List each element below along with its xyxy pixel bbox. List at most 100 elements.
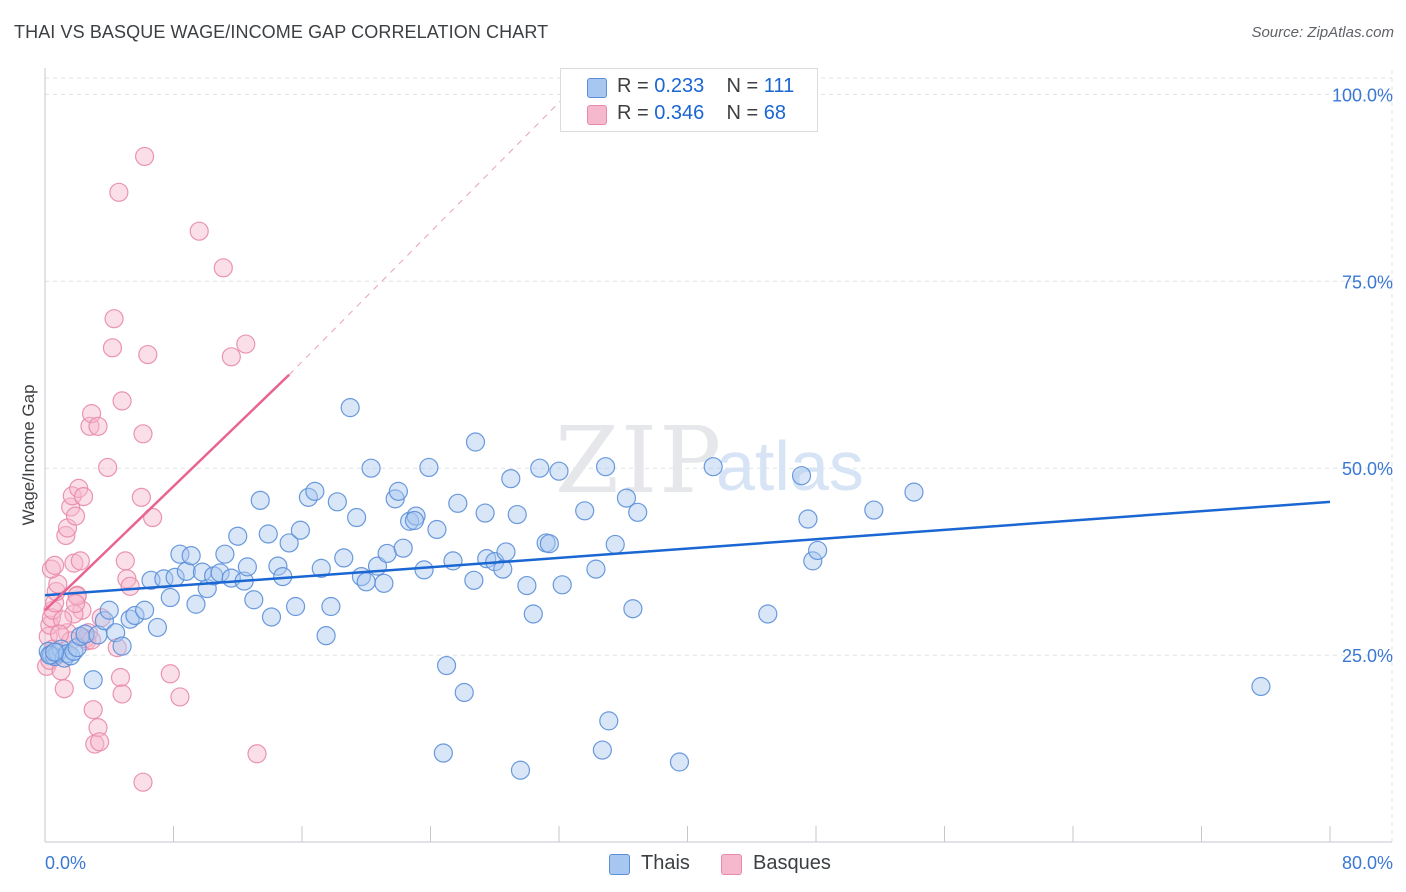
thais-point — [669, 752, 690, 772]
thais-point — [427, 519, 447, 540]
thais-point — [160, 587, 180, 608]
axis-layer — [44, 68, 1392, 843]
thais-points — [38, 398, 1271, 780]
basques-point — [236, 334, 256, 354]
basques-point — [112, 684, 132, 704]
basques-point — [54, 679, 74, 699]
basques-point — [247, 744, 267, 764]
thais-point — [1251, 676, 1271, 697]
label-layer: 25.0% 50.0% 75.0% 100.0% 0.0% 80.0% — [45, 85, 1393, 873]
thais-point — [388, 481, 408, 501]
thais-point — [507, 504, 527, 525]
thais-point — [586, 559, 606, 579]
basques-point — [213, 258, 233, 278]
watermark-zip: ZIP — [555, 407, 723, 514]
thais-n-value: 111 — [763, 75, 795, 97]
thais-point — [176, 561, 196, 581]
thais-point — [340, 398, 360, 418]
watermark: ZIP atlas — [555, 407, 864, 514]
thais-point — [549, 461, 569, 481]
basques-point — [170, 687, 190, 707]
thais-point — [45, 642, 65, 662]
basques-point — [98, 457, 118, 478]
basques-point — [88, 718, 108, 738]
basques-point — [115, 551, 135, 571]
grid-layer — [45, 70, 1393, 842]
basques-point — [104, 309, 124, 329]
thais-point — [393, 538, 413, 558]
basques-point — [53, 610, 73, 630]
thais-point — [215, 544, 235, 564]
thais-point — [279, 533, 299, 553]
thais-point — [628, 502, 648, 522]
thais-point — [404, 510, 425, 531]
basques-point — [56, 525, 76, 546]
basques-point — [221, 347, 241, 367]
thais-point — [599, 711, 619, 731]
chart-source: Source: ZipAtlas.com — [1251, 24, 1394, 41]
thais-point — [465, 432, 486, 452]
thais-point — [94, 611, 115, 631]
thais-r-label: R = — [617, 75, 649, 97]
thais-point — [530, 458, 550, 478]
thais-point — [285, 596, 306, 617]
trend-layer — [44, 94, 1331, 612]
basques-point — [70, 551, 90, 571]
y-tick-label: 100.0% — [1332, 85, 1393, 105]
basques-point — [65, 506, 86, 526]
basques-legend-label: Basques — [753, 852, 831, 874]
thais-point — [758, 604, 778, 624]
basques-point — [120, 576, 140, 596]
thais-point — [791, 466, 812, 486]
thais-point — [147, 617, 168, 638]
thais-point — [864, 500, 884, 520]
thais-point — [510, 760, 531, 780]
basques-point — [45, 555, 65, 575]
basques-trend-extension — [288, 94, 568, 376]
basques-point — [49, 624, 70, 644]
basques-point — [189, 221, 209, 241]
basques-point — [110, 667, 131, 688]
y-tick-label: 75.0% — [1342, 272, 1393, 292]
thais-point — [250, 490, 270, 510]
thais-point — [228, 526, 248, 546]
thais-point — [419, 457, 439, 478]
thais-point — [623, 599, 643, 619]
thais-point — [552, 575, 572, 595]
thais-n-label: N = — [726, 75, 759, 97]
thais-point — [268, 556, 288, 576]
thais-r-value: 0.233 — [654, 75, 705, 97]
thais-point — [433, 743, 453, 763]
basques-point — [65, 593, 86, 614]
thais-point — [83, 670, 103, 690]
watermark-atlas: atlas — [716, 427, 864, 505]
thais-point — [475, 503, 495, 523]
thais-point — [112, 636, 132, 656]
y-tick-label: 50.0% — [1342, 459, 1393, 479]
thais-point — [595, 457, 616, 477]
thais-point — [361, 458, 381, 478]
basques-r-value: 0.346 — [654, 102, 705, 124]
series-legend: Thais Basques — [0, 852, 1406, 878]
basques-point — [83, 700, 103, 720]
y-axis-label: Wage/Income Gap — [19, 384, 38, 525]
x-tick-label-max: 80.0% — [1342, 853, 1393, 873]
basques-n-value: 68 — [763, 102, 787, 124]
y-tick-label: 25.0% — [1342, 646, 1393, 666]
basques-point — [90, 732, 110, 752]
thais-point — [290, 520, 310, 540]
thais-point — [305, 481, 325, 501]
thais-point — [244, 590, 264, 610]
thais-point — [374, 573, 394, 593]
basques-point — [102, 338, 123, 358]
basques-point — [133, 424, 153, 444]
thais-point — [134, 600, 155, 620]
thais-point — [414, 560, 434, 580]
chart-title: THAI VS BASQUE WAGE/INCOME GAP CORRELATI… — [14, 22, 549, 42]
thais-point — [321, 596, 341, 617]
thais-point — [616, 488, 637, 508]
basques-point — [88, 416, 108, 436]
thais-point — [523, 604, 543, 624]
thais-point — [904, 482, 924, 502]
